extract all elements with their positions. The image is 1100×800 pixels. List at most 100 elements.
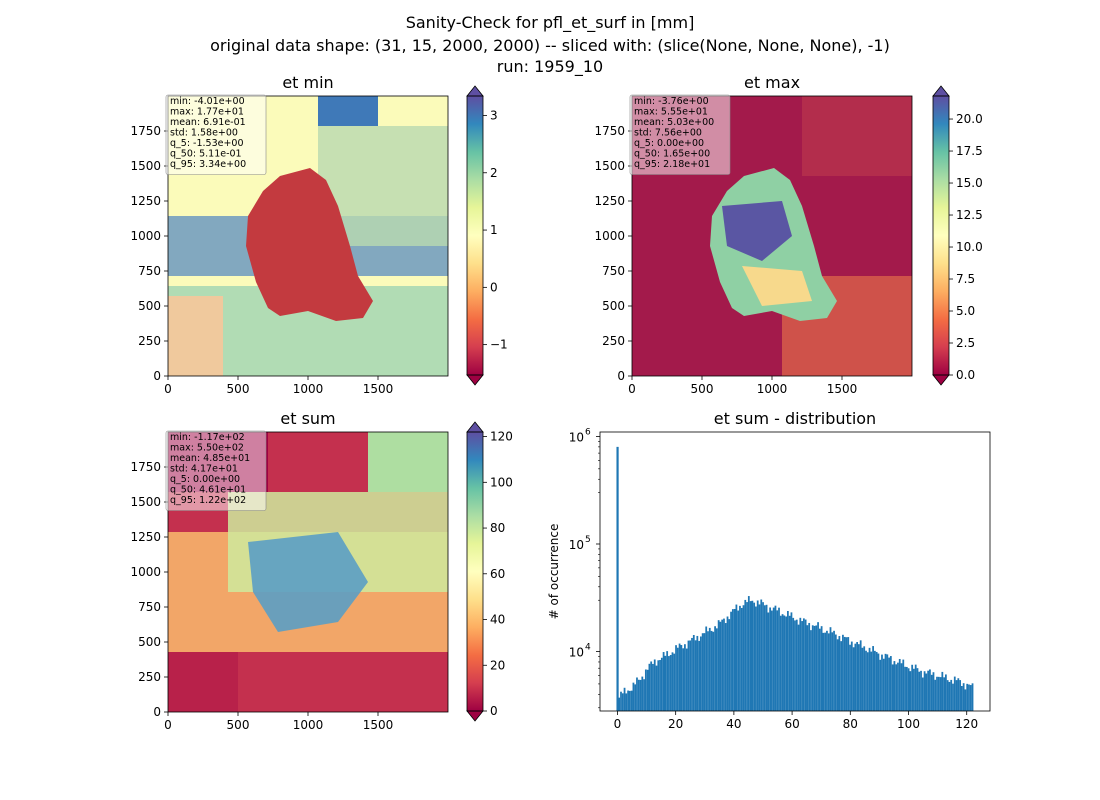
- histogram-bar: [969, 685, 972, 711]
- histogram-bar: [873, 650, 876, 711]
- histogram-bar: [714, 626, 716, 711]
- histogram-bar: [877, 653, 880, 711]
- histogram-bar: [886, 654, 889, 711]
- histogram-bar: [849, 644, 851, 711]
- histogram-bar: [669, 655, 672, 711]
- stats-line: q_95: 1.22e+02: [170, 495, 246, 506]
- histogram-bar: [646, 669, 649, 711]
- histogram-bar: [774, 605, 777, 711]
- colorbar-tick-label: 100: [490, 475, 513, 489]
- histogram-bar: [845, 637, 848, 711]
- histogram-bar: [960, 685, 963, 711]
- histogram-bar: [652, 663, 654, 711]
- histogram-bar: [818, 628, 821, 711]
- y-tick-exponent: 5: [585, 535, 591, 545]
- histogram-bar: [893, 661, 896, 711]
- y-tick-label: 1750: [594, 124, 625, 138]
- histogram-bar: [653, 659, 656, 711]
- histogram-bar: [930, 674, 933, 711]
- histogram-bar: [868, 647, 871, 711]
- colorbar-tick-label: 10.0: [956, 240, 983, 254]
- stats-line: mean: 4.85e+01: [170, 453, 250, 464]
- histogram-bar: [753, 602, 756, 711]
- colorbar-frame: [466, 431, 484, 712]
- histogram-bar: [785, 616, 787, 711]
- colorbar-frame: [466, 95, 484, 376]
- histogram-bar: [834, 634, 837, 711]
- histogram-bar: [847, 637, 850, 711]
- histogram-bar: [829, 627, 832, 711]
- histogram-bar: [744, 599, 747, 711]
- histogram-bar: [891, 664, 894, 711]
- histogram-bar: [900, 663, 903, 711]
- colorbar-tick-label: 60: [490, 567, 505, 581]
- y-tick-label: 1250: [130, 194, 161, 208]
- stats-line: min: -3.76e+00: [634, 96, 709, 107]
- histogram-bar: [875, 651, 878, 711]
- x-tick-label: 1000: [293, 718, 324, 732]
- histogram-bar: [934, 679, 937, 711]
- y-tick-label: 0: [617, 369, 625, 383]
- histogram-bar: [739, 605, 741, 711]
- histogram-bar: [634, 684, 637, 711]
- stats-line: std: 1.58e+00: [170, 128, 238, 139]
- colorbar: [467, 432, 483, 711]
- y-tick-label: 1000: [130, 565, 161, 579]
- histogram-bar: [628, 690, 631, 711]
- histogram-bar: [703, 633, 706, 711]
- histogram-bar: [792, 617, 795, 711]
- histogram-bar: [644, 669, 647, 711]
- x-tick-label: 0: [164, 382, 172, 396]
- histogram-bar: [897, 662, 899, 711]
- histogram-bar: [913, 668, 915, 711]
- histogram-bar: [632, 682, 635, 711]
- histogram-bar: [733, 608, 736, 711]
- colorbar-tick-label: 12.5: [956, 208, 983, 222]
- x-tick-label: 0: [628, 382, 636, 396]
- histogram-bar: [850, 641, 853, 711]
- histogram-bar: [810, 630, 812, 711]
- histogram-bar: [948, 681, 951, 711]
- histogram-bar: [769, 607, 772, 711]
- histogram-bar: [820, 626, 823, 711]
- histogram-bar: [932, 672, 935, 711]
- stats-line: min: -4.01e+00: [170, 96, 245, 107]
- histogram-bar: [682, 648, 685, 711]
- x-tick-label: 500: [691, 382, 714, 396]
- histogram-bar: [675, 645, 677, 711]
- histogram-bar: [641, 676, 644, 711]
- histogram-bar: [765, 604, 768, 711]
- x-tick-label: 1500: [363, 382, 394, 396]
- panel-title: et min: [282, 73, 333, 92]
- histogram-bar: [671, 652, 674, 711]
- colorbar-tick-label: 5.0: [956, 304, 975, 318]
- stats-line: max: 1.77e+01: [170, 107, 244, 118]
- histogram-bar: [909, 671, 912, 711]
- histogram-bar: [937, 676, 940, 711]
- x-tick-label: 100: [897, 717, 920, 731]
- histogram-bar: [904, 666, 906, 711]
- x-tick-label: 1500: [363, 718, 394, 732]
- colorbar-tick-label: 20: [490, 658, 505, 672]
- panel-title: et sum: [280, 409, 335, 428]
- histogram-bar: [962, 683, 965, 711]
- histogram-bar: [861, 647, 864, 711]
- x-tick-label: 40: [726, 717, 741, 731]
- histogram-bar: [914, 664, 917, 711]
- histogram-bar: [801, 621, 803, 711]
- histogram-bar: [895, 664, 898, 711]
- histogram-bar: [836, 639, 839, 711]
- histogram-bar: [945, 674, 947, 711]
- histogram-bar: [852, 647, 855, 711]
- histogram-bar: [749, 601, 752, 711]
- stats-line: q_50: 1.65e+00: [634, 149, 710, 160]
- histogram-bar: [700, 636, 702, 711]
- heatmap-region: [742, 266, 812, 306]
- histogram-bar: [921, 677, 924, 711]
- histogram-bar: [680, 645, 683, 711]
- histogram-bar: [902, 659, 905, 711]
- heatmap-region: [168, 652, 238, 712]
- histogram-bar: [620, 691, 622, 711]
- histogram-bar: [824, 632, 827, 711]
- histogram-bar: [888, 657, 890, 711]
